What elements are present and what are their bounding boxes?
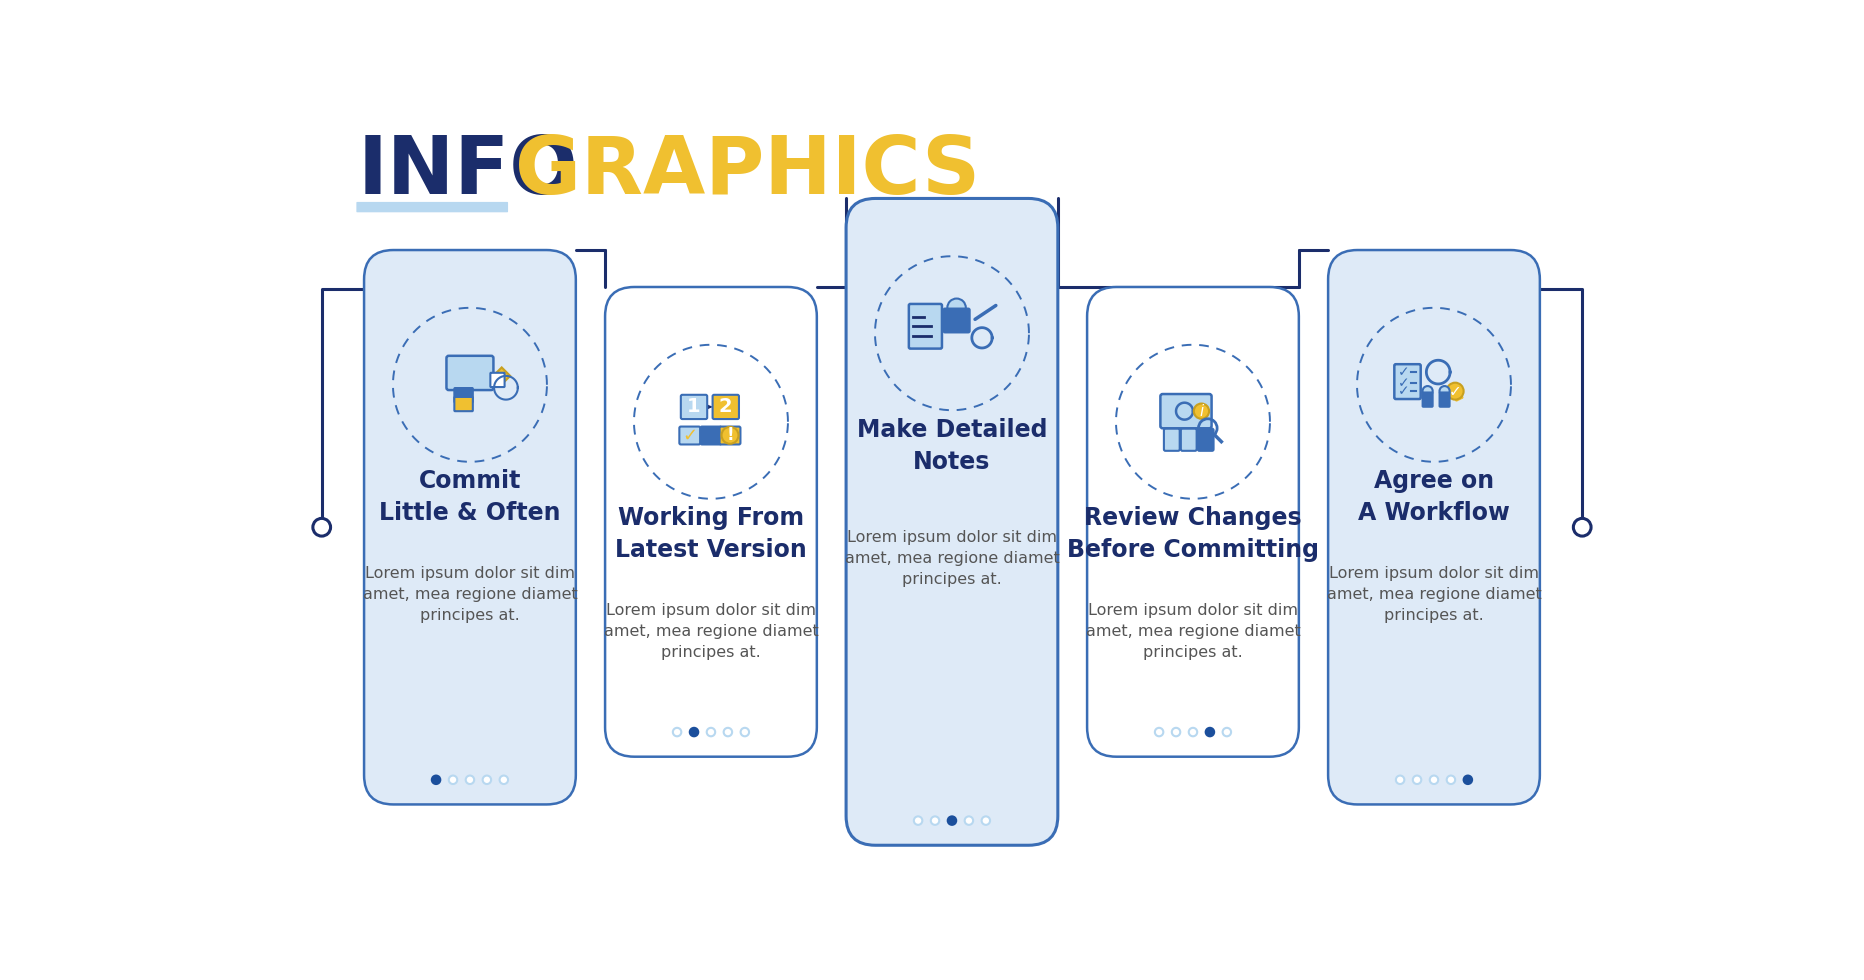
FancyBboxPatch shape: [363, 250, 576, 805]
Circle shape: [1413, 775, 1420, 784]
Circle shape: [483, 775, 490, 784]
Circle shape: [913, 816, 923, 825]
Text: ✓: ✓: [1448, 383, 1461, 399]
Circle shape: [721, 427, 738, 444]
Circle shape: [1154, 728, 1163, 736]
Text: Lorem ipsum dolor sit dim
amet, mea regione diamet
principes at.: Lorem ipsum dolor sit dim amet, mea regi…: [362, 565, 578, 622]
FancyBboxPatch shape: [1180, 428, 1197, 451]
Text: Lorem ipsum dolor sit dim
amet, mea regione diamet
principes at.: Lorem ipsum dolor sit dim amet, mea regi…: [604, 603, 818, 660]
Text: Lorem ipsum dolor sit dim
amet, mea regione diamet
principes at.: Lorem ipsum dolor sit dim amet, mea regi…: [1085, 603, 1299, 660]
FancyBboxPatch shape: [1087, 287, 1297, 757]
Circle shape: [964, 816, 973, 825]
Circle shape: [1446, 382, 1463, 400]
Circle shape: [500, 775, 507, 784]
Circle shape: [1446, 775, 1454, 784]
Circle shape: [1171, 728, 1180, 736]
Text: ✓: ✓: [682, 426, 697, 444]
Circle shape: [690, 728, 697, 736]
FancyBboxPatch shape: [701, 426, 721, 445]
Circle shape: [706, 728, 714, 736]
Text: 2: 2: [720, 398, 733, 416]
Circle shape: [673, 728, 680, 736]
FancyBboxPatch shape: [1163, 428, 1180, 451]
Circle shape: [313, 518, 330, 536]
Circle shape: [1463, 775, 1471, 784]
Text: ✓: ✓: [1396, 366, 1409, 379]
Circle shape: [980, 816, 990, 825]
Circle shape: [947, 299, 966, 318]
Circle shape: [740, 728, 749, 736]
Text: i: i: [1199, 404, 1202, 418]
FancyBboxPatch shape: [455, 388, 473, 402]
Text: 1: 1: [686, 398, 701, 416]
Text: !: !: [725, 426, 733, 444]
FancyBboxPatch shape: [490, 372, 505, 387]
FancyBboxPatch shape: [1422, 393, 1432, 407]
FancyBboxPatch shape: [356, 202, 507, 213]
Circle shape: [1223, 728, 1230, 736]
Text: Commit
Little & Often: Commit Little & Often: [378, 469, 561, 525]
FancyBboxPatch shape: [1159, 394, 1212, 428]
FancyBboxPatch shape: [712, 395, 738, 419]
Text: ✓: ✓: [1396, 384, 1409, 398]
Circle shape: [947, 816, 956, 825]
Circle shape: [1430, 775, 1437, 784]
Circle shape: [1187, 728, 1197, 736]
Circle shape: [466, 775, 473, 784]
Text: Review Changes
Before Committing: Review Changes Before Committing: [1066, 507, 1318, 563]
Circle shape: [1193, 404, 1208, 418]
Text: GRAPHICS: GRAPHICS: [514, 132, 980, 211]
Circle shape: [1394, 775, 1404, 784]
Polygon shape: [492, 368, 511, 384]
Text: ✓: ✓: [1396, 375, 1409, 390]
Circle shape: [930, 816, 939, 825]
Circle shape: [1439, 386, 1448, 396]
Text: Make Detailed
Notes: Make Detailed Notes: [856, 417, 1048, 473]
FancyBboxPatch shape: [1327, 250, 1540, 805]
Text: Agree on
A Workflow: Agree on A Workflow: [1357, 469, 1510, 525]
FancyBboxPatch shape: [1439, 393, 1448, 407]
Circle shape: [449, 775, 457, 784]
FancyBboxPatch shape: [678, 426, 699, 445]
FancyBboxPatch shape: [720, 426, 740, 445]
FancyBboxPatch shape: [943, 309, 969, 332]
FancyBboxPatch shape: [604, 287, 816, 757]
Text: Lorem ipsum dolor sit dim
amet, mea regione diamet
principes at.: Lorem ipsum dolor sit dim amet, mea regi…: [844, 529, 1059, 587]
Circle shape: [723, 728, 733, 736]
Text: Working From
Latest Version: Working From Latest Version: [615, 507, 807, 563]
FancyBboxPatch shape: [846, 199, 1057, 845]
FancyBboxPatch shape: [1394, 365, 1420, 399]
FancyBboxPatch shape: [680, 395, 706, 419]
Text: Lorem ipsum dolor sit dim
amet, mea regione diamet
principes at.: Lorem ipsum dolor sit dim amet, mea regi…: [1325, 565, 1540, 622]
FancyBboxPatch shape: [455, 397, 473, 412]
Circle shape: [432, 775, 440, 784]
Text: INFO: INFO: [356, 132, 578, 211]
Circle shape: [1422, 386, 1432, 396]
FancyBboxPatch shape: [445, 356, 494, 390]
FancyBboxPatch shape: [1197, 428, 1213, 451]
Circle shape: [1204, 728, 1213, 736]
Circle shape: [1573, 518, 1590, 536]
FancyBboxPatch shape: [908, 304, 941, 349]
